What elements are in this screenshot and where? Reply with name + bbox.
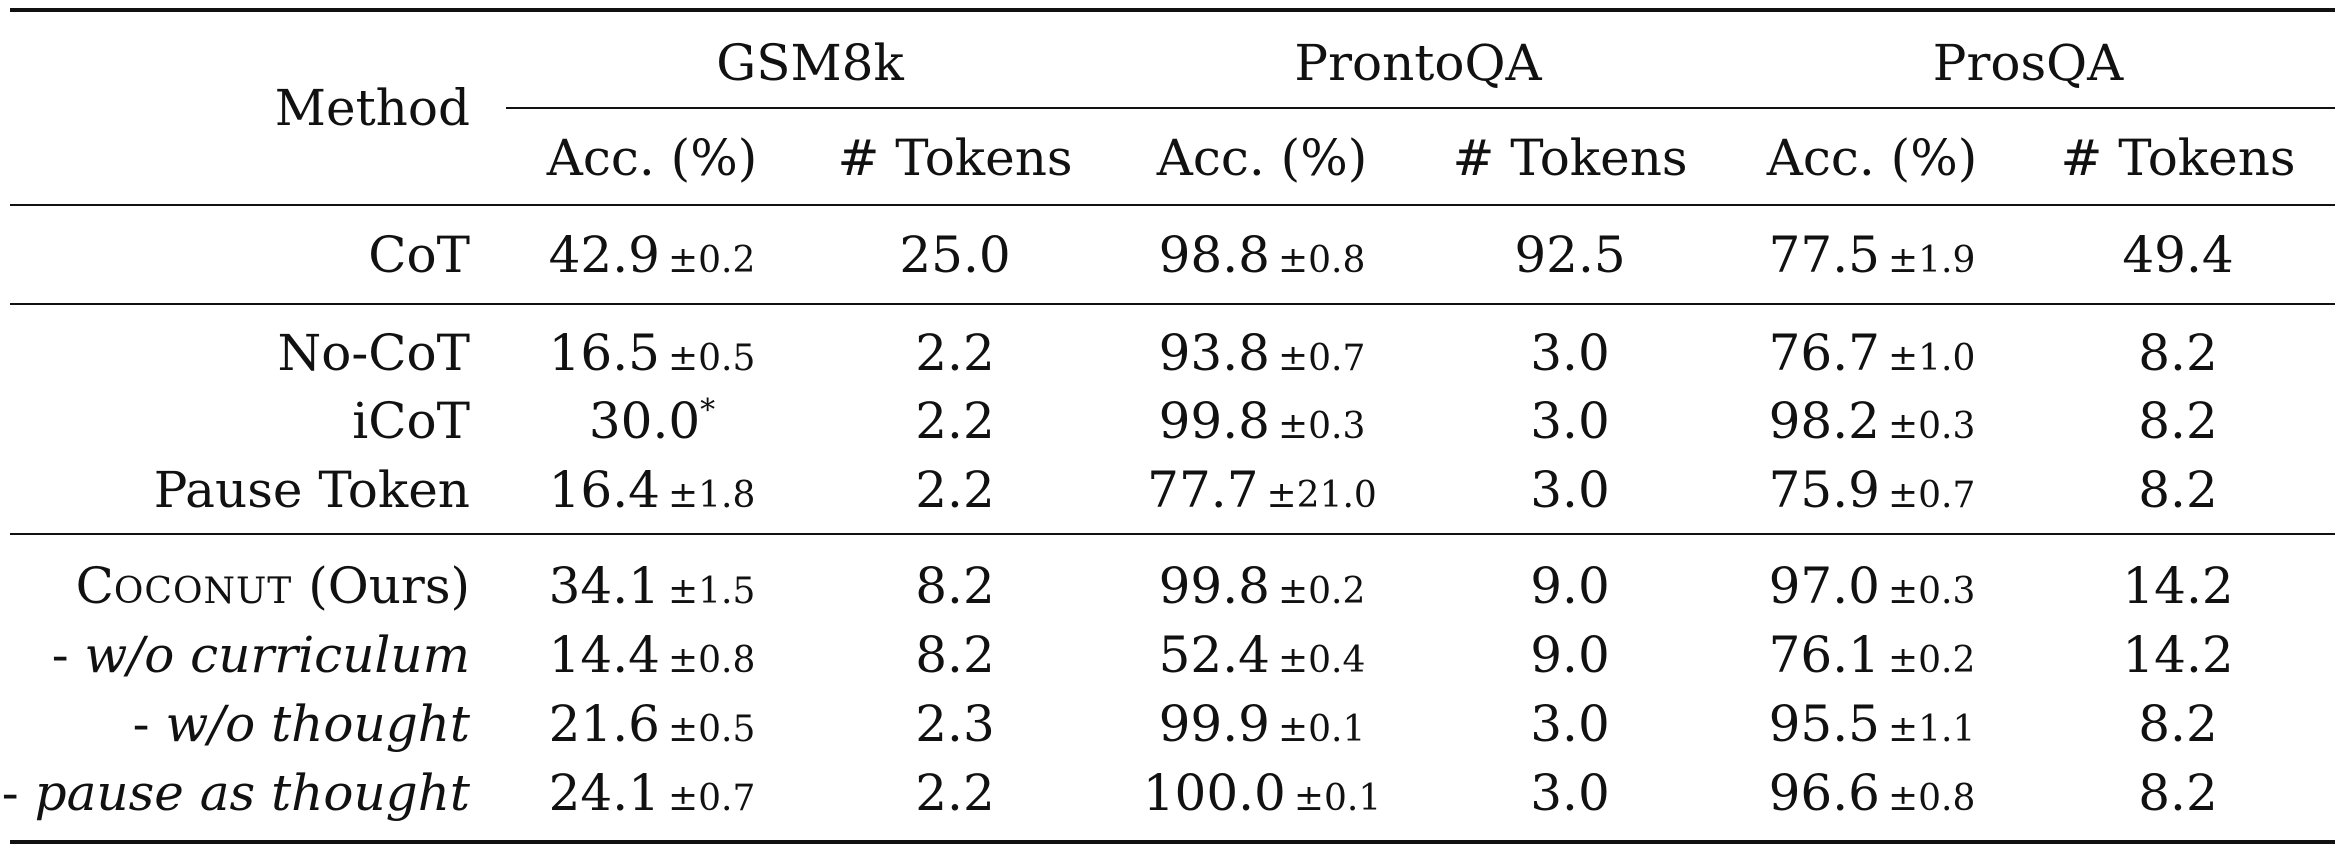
mid-rule-2 (10, 533, 2335, 535)
prosqa-acc: 97.0 ±0.3 (1768, 557, 1976, 615)
group-header-prosqa: ProsQA (1932, 34, 2124, 92)
gsm8k-acc: 34.1 ±1.5 (548, 557, 756, 615)
prosqa-tokens: 14.2 (2122, 557, 2234, 615)
gsm8k-acc: 14.4 ±0.8 (548, 626, 756, 684)
prosqa-tokens: 8.2 (2138, 461, 2218, 519)
mid-rule-1 (10, 303, 2335, 305)
prontoqa-acc: 98.8 ±0.8 (1158, 226, 1366, 284)
prosqa-acc: 77.5 ±1.9 (1768, 226, 1976, 284)
method-label: Pause Token (153, 461, 470, 519)
prontoqa-tokens: 3.0 (1530, 461, 1610, 519)
gsm8k-tokens: 2.2 (915, 392, 995, 450)
prosqa-acc: 96.6 ±0.8 (1768, 764, 1976, 822)
gsm8k-tokens: 2.2 (915, 461, 995, 519)
gsm8k-acc: 42.9 ±0.2 (548, 226, 756, 284)
prontoqa-tokens: 3.0 (1530, 764, 1610, 822)
prosqa-tokens: 14.2 (2122, 626, 2234, 684)
prontoqa-acc: 77.7 ±21.0 (1147, 461, 1377, 519)
prosqa-acc: 76.7 ±1.0 (1768, 324, 1976, 382)
prontoqa-tokens: 3.0 (1530, 695, 1610, 753)
prosqa-tokens: 49.4 (2122, 226, 2234, 284)
gsm8k-acc: 21.6 ±0.5 (548, 695, 756, 753)
prosqa-tokens: 8.2 (2138, 324, 2218, 382)
method-header: Method (274, 79, 470, 137)
gsm8k-tokens: 2.2 (915, 764, 995, 822)
gsm8k-acc: 16.4 ±1.8 (548, 461, 756, 519)
prontoqa-acc: 99.8 ±0.2 (1158, 557, 1366, 615)
prontoqa-acc: 52.4 ±0.4 (1158, 626, 1366, 684)
gsm8k-acc: 30.0* (588, 392, 716, 450)
gsm8k-tokens: 8.2 (915, 626, 995, 684)
method-label: iCoT (352, 392, 470, 450)
prontoqa-acc: 100.0 ±0.1 (1142, 764, 1382, 822)
group-rule (506, 107, 2335, 109)
prontoqa-acc: 93.8 ±0.7 (1158, 324, 1366, 382)
prosqa-acc: 95.5 ±1.1 (1768, 695, 1976, 753)
prontoqa-tokens: 3.0 (1530, 324, 1610, 382)
gsm8k-tokens: 2.3 (915, 695, 995, 753)
gsm8k-tokens: 25.0 (899, 226, 1011, 284)
gsm8k-acc: 24.1 ±0.7 (548, 764, 756, 822)
method-label: COCONUT (Ours) (75, 557, 470, 615)
sub-header-tokens: # Tokens (1452, 129, 1688, 187)
sub-header-acc: Acc. (%) (1766, 129, 1978, 187)
method-label: - pause as thought (1, 764, 470, 822)
prosqa-acc: 75.9 ±0.7 (1768, 461, 1976, 519)
group-header-gsm8k: GSM8k (716, 34, 904, 92)
method-label: CoT (368, 226, 470, 284)
sub-header-acc: Acc. (%) (1156, 129, 1368, 187)
gsm8k-acc: 16.5 ±0.5 (548, 324, 756, 382)
prontoqa-tokens: 3.0 (1530, 392, 1610, 450)
method-label: - w/o thought (132, 695, 470, 753)
prosqa-tokens: 8.2 (2138, 695, 2218, 753)
prontoqa-tokens: 92.5 (1514, 226, 1626, 284)
sub-header-acc: Acc. (%) (546, 129, 758, 187)
gsm8k-tokens: 2.2 (915, 324, 995, 382)
group-header-prontoqa: ProntoQA (1294, 34, 1542, 92)
prosqa-acc: 76.1 ±0.2 (1768, 626, 1976, 684)
prontoqa-acc: 99.8 ±0.3 (1158, 392, 1366, 450)
sub-header-tokens: # Tokens (2060, 129, 2296, 187)
header-bottom-rule (10, 204, 2335, 206)
prontoqa-tokens: 9.0 (1530, 626, 1610, 684)
method-label: - w/o curriculum (51, 626, 470, 684)
top-rule (10, 8, 2335, 12)
prosqa-tokens: 8.2 (2138, 392, 2218, 450)
prontoqa-acc: 99.9 ±0.1 (1158, 695, 1366, 753)
prontoqa-tokens: 9.0 (1530, 557, 1610, 615)
bottom-rule (10, 840, 2335, 844)
gsm8k-tokens: 8.2 (915, 557, 995, 615)
prosqa-tokens: 8.2 (2138, 764, 2218, 822)
method-label: No-CoT (277, 324, 470, 382)
sub-header-tokens: # Tokens (837, 129, 1073, 187)
prosqa-acc: 98.2 ±0.3 (1768, 392, 1976, 450)
